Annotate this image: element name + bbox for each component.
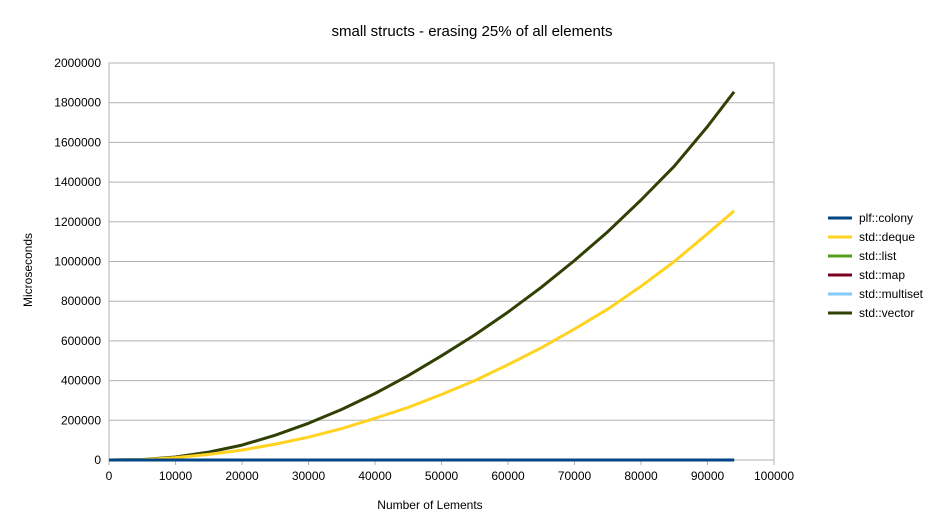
x-tick-label: 20000	[225, 469, 259, 483]
chart-title: small structs - erasing 25% of all eleme…	[332, 23, 613, 40]
legend-label: std::deque	[859, 230, 915, 244]
legend-label: std::multiset	[859, 287, 924, 301]
x-tick-labels: 0 10000 20000 30000 40000 50000 60000 70000 8000…	[106, 469, 795, 483]
legend-label: plf::colony	[859, 211, 913, 225]
series-lines	[108, 90, 736, 462]
x-tick-label: 50000	[425, 469, 459, 483]
x-axis-title: Number of Lements	[377, 498, 482, 512]
y-tick-label: 600000	[61, 334, 101, 348]
x-tick-label: 30000	[292, 469, 326, 483]
y-tick-label: 400000	[61, 374, 101, 388]
y-tick-label: 2000000	[54, 56, 101, 70]
y-tick-labels: 0 200000 400000 600000 800000 1000000 1200000 1…	[54, 56, 101, 467]
x-tick-label: 70000	[558, 469, 592, 483]
x-tick-label: 40000	[358, 469, 392, 483]
legend: plf::colonystd::dequestd::liststd::mapst…	[828, 211, 924, 320]
y-tick-label: 1200000	[54, 215, 101, 229]
y-axis-title: Microseconds	[21, 233, 35, 307]
legend-label: std::list	[859, 249, 897, 263]
legend-label: std::map	[859, 268, 905, 282]
x-tick-label: 0	[106, 469, 113, 483]
x-tick-label: 90000	[691, 469, 725, 483]
y-tick-label: 800000	[61, 294, 101, 308]
y-tick-label: 1000000	[54, 255, 101, 269]
legend-label: std::vector	[859, 306, 914, 320]
series-line-std-vector	[108, 90, 736, 462]
x-tick-label: 100000	[754, 469, 794, 483]
y-tick-label: 200000	[61, 413, 101, 427]
y-tick-label: 0	[94, 453, 101, 467]
x-tick-label: 80000	[624, 469, 658, 483]
x-tick-label: 60000	[491, 469, 525, 483]
y-tick-label: 1600000	[54, 135, 101, 149]
y-tick-label: 1400000	[54, 175, 101, 189]
x-tick-label: 10000	[159, 469, 193, 483]
series-line-std-deque	[108, 209, 736, 462]
y-tick-label: 1800000	[54, 96, 101, 110]
